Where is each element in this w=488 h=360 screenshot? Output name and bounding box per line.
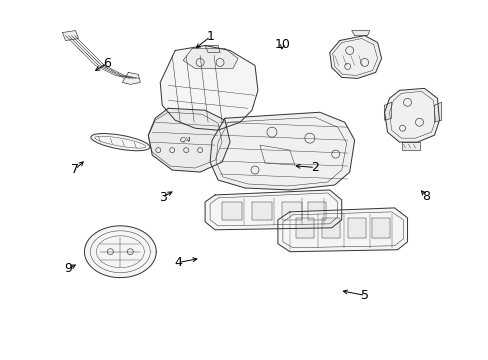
Text: 2: 2 (311, 161, 319, 174)
Text: 9: 9 (64, 262, 72, 275)
Polygon shape (84, 226, 156, 278)
Text: 10: 10 (274, 38, 290, 51)
Polygon shape (204, 45, 220, 53)
Polygon shape (277, 208, 407, 252)
Text: 7: 7 (71, 163, 79, 176)
Polygon shape (307, 202, 325, 220)
Polygon shape (384, 102, 391, 120)
Polygon shape (401, 142, 419, 150)
Polygon shape (122, 72, 140, 84)
Text: 4: 4 (174, 256, 182, 269)
Polygon shape (251, 202, 271, 220)
Text: 3: 3 (158, 191, 166, 204)
Text: 6: 6 (103, 57, 111, 70)
Polygon shape (210, 112, 354, 190)
Polygon shape (351, 31, 369, 36)
Text: C/4: C/4 (179, 137, 191, 143)
Polygon shape (183, 49, 238, 68)
Polygon shape (371, 218, 389, 238)
Polygon shape (204, 190, 341, 230)
Polygon shape (62, 31, 78, 41)
Polygon shape (148, 108, 229, 172)
Text: 8: 8 (421, 190, 429, 203)
Polygon shape (222, 202, 242, 220)
Polygon shape (160, 45, 258, 130)
Polygon shape (433, 102, 441, 122)
Text: 5: 5 (361, 289, 368, 302)
Polygon shape (321, 218, 339, 238)
Polygon shape (329, 36, 381, 78)
Polygon shape (384, 88, 439, 142)
Ellipse shape (91, 134, 149, 151)
Text: 1: 1 (206, 30, 214, 43)
Polygon shape (347, 218, 365, 238)
Polygon shape (281, 202, 301, 220)
Polygon shape (295, 218, 313, 238)
